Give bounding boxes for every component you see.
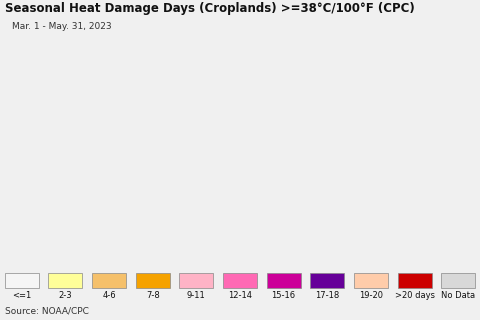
Text: 4-6: 4-6: [102, 291, 116, 300]
Bar: [5, 273, 39, 288]
Text: 19-20: 19-20: [359, 291, 383, 300]
Bar: [441, 273, 475, 288]
Text: 12-14: 12-14: [228, 291, 252, 300]
Text: 9-11: 9-11: [187, 291, 206, 300]
Text: 17-18: 17-18: [315, 291, 339, 300]
Text: 7-8: 7-8: [146, 291, 160, 300]
Text: Source: NOAA/CPC: Source: NOAA/CPC: [5, 307, 89, 316]
Text: Seasonal Heat Damage Days (Croplands) >=38°C/100°F (CPC): Seasonal Heat Damage Days (Croplands) >=…: [5, 2, 415, 15]
Bar: [92, 273, 126, 288]
Text: 2-3: 2-3: [59, 291, 72, 300]
Text: Mar. 1 - May. 31, 2023: Mar. 1 - May. 31, 2023: [12, 22, 112, 31]
Bar: [180, 273, 214, 288]
Bar: [223, 273, 257, 288]
Text: <=1: <=1: [12, 291, 32, 300]
Bar: [310, 273, 344, 288]
Text: >20 days: >20 days: [395, 291, 434, 300]
Text: No Data: No Data: [441, 291, 475, 300]
Bar: [136, 273, 170, 288]
Bar: [266, 273, 300, 288]
Bar: [354, 273, 388, 288]
Bar: [48, 273, 83, 288]
Text: 15-16: 15-16: [272, 291, 296, 300]
Bar: [397, 273, 432, 288]
